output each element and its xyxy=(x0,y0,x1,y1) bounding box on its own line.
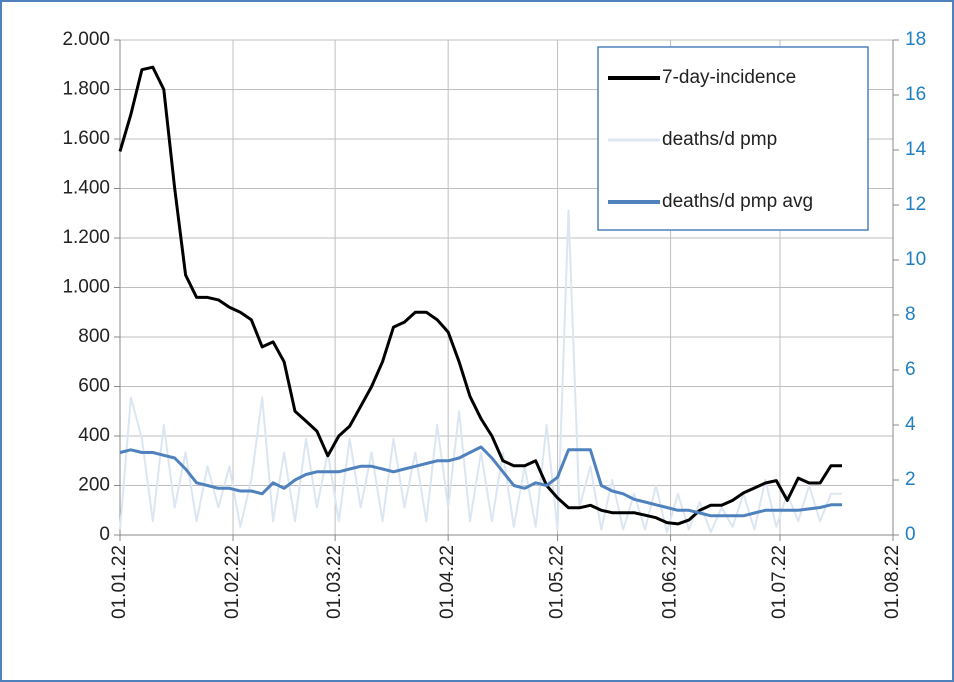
x-tick-label: 01.07.22 xyxy=(769,545,790,619)
y2-tick-label: 14 xyxy=(905,139,927,160)
y-tick-label: 1.800 xyxy=(62,79,110,100)
y2-tick-label: 18 xyxy=(905,29,926,50)
y2-tick-label: 0 xyxy=(905,524,916,545)
y-tick-label: 1.400 xyxy=(62,178,110,199)
x-tick-label: 01.08.22 xyxy=(882,545,903,619)
y2-tick-label: 10 xyxy=(905,249,926,270)
y-tick-label: 1.600 xyxy=(62,128,110,149)
y2-tick-label: 4 xyxy=(905,414,916,435)
y-tick-label: 800 xyxy=(78,326,110,347)
y-tick-label: 200 xyxy=(78,475,110,496)
y-tick-label: 1.000 xyxy=(62,277,110,298)
legend-label: deaths/d pmp xyxy=(662,129,777,150)
y2-tick-label: 8 xyxy=(905,304,916,325)
series-line xyxy=(119,445,842,518)
y-tick-label: 1.200 xyxy=(62,227,110,248)
x-tick-label: 01.05.22 xyxy=(547,545,568,619)
y2-tick-label: 16 xyxy=(905,84,926,105)
x-tick-label: 01.02.22 xyxy=(222,545,243,619)
y-tick-label: 600 xyxy=(78,376,110,397)
series-line xyxy=(119,209,842,534)
x-tick-label: 01.06.22 xyxy=(660,545,681,619)
y2-tick-label: 12 xyxy=(905,194,926,215)
legend-label: 7-day-incidence xyxy=(662,67,796,88)
y-tick-label: 400 xyxy=(78,425,110,446)
y2-tick-label: 6 xyxy=(905,359,916,380)
x-tick-label: 01.03.22 xyxy=(324,545,345,619)
legend-label: deaths/d pmp avg xyxy=(662,191,813,212)
y-tick-label: 0 xyxy=(99,524,110,545)
series-line xyxy=(118,65,842,526)
x-tick-label: 01.04.22 xyxy=(437,545,458,619)
x-tick-label: 01.01.22 xyxy=(109,545,130,619)
y-tick-label: 2.000 xyxy=(62,29,110,50)
y2-tick-label: 2 xyxy=(905,469,916,490)
